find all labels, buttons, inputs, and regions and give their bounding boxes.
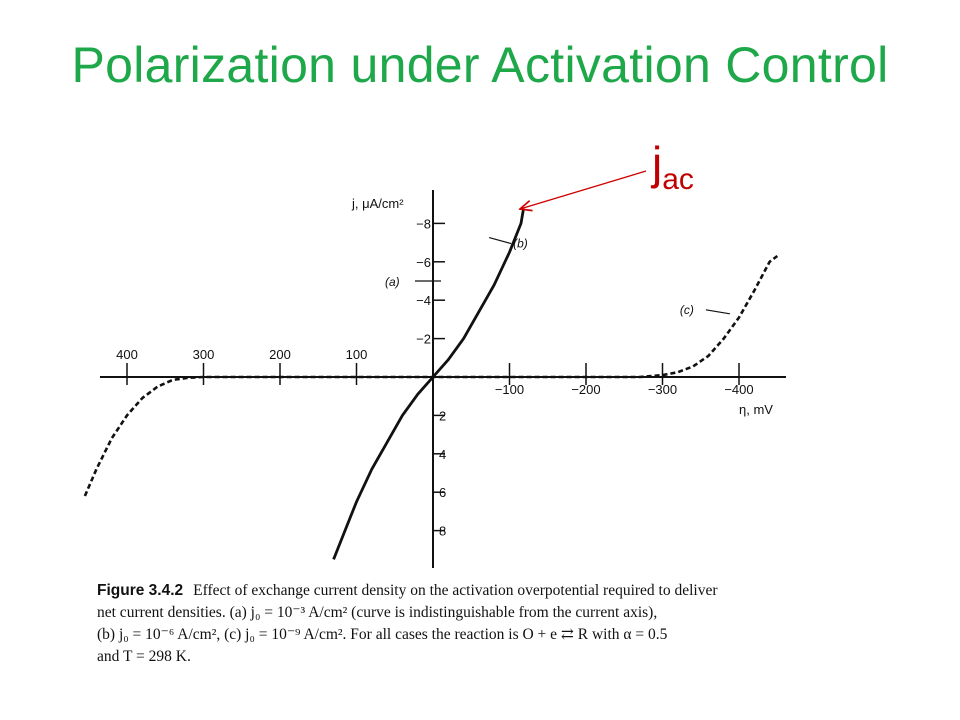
jac-annotation-text: j <box>652 137 663 189</box>
y-axis-label: j, μA/cm² <box>351 196 404 211</box>
caption-head: Figure 3.4.2 <box>97 582 184 599</box>
x-tick-label: −400 <box>724 382 753 397</box>
series-a-label: (a) <box>385 275 400 289</box>
y-tick-label: −6 <box>416 255 431 270</box>
x-tick-label: 400 <box>116 347 138 362</box>
caption-line-2: net current densities. (a) j₀ = 10⁻³ A/c… <box>97 604 658 621</box>
caption-line-3: (b) j₀ = 10⁻⁶ A/cm², (c) j₀ = 10⁻⁹ A/cm²… <box>97 626 668 643</box>
y-tick-label: −4 <box>416 293 431 308</box>
y-tick-label: −2 <box>416 332 431 347</box>
jac-arrow <box>520 170 647 209</box>
y-tick-label: −8 <box>416 216 431 231</box>
jac-annotation: jac <box>652 140 694 195</box>
series-b-label: (b) <box>513 237 528 251</box>
y-tick-label: 8 <box>439 524 446 539</box>
x-tick-label: −100 <box>495 382 524 397</box>
series-c-leader <box>705 309 730 315</box>
y-tick-label: 4 <box>439 447 446 462</box>
x-tick-label: 300 <box>193 347 215 362</box>
y-tick-label: 2 <box>439 408 446 423</box>
x-axis-label: η, mV <box>739 402 773 417</box>
x-tick-label: 200 <box>269 347 291 362</box>
caption-line-1: Figure 3.4.2 Effect of exchange current d… <box>97 580 857 602</box>
ticks: 400 300 200 100 −100 −200 −300 −400 −8 −6 −4 −2 2 4 6 8 <box>116 216 754 538</box>
series-c-label: (c) <box>680 303 694 317</box>
slide-title: Polarization under Activation Control <box>71 37 889 93</box>
figure-caption: Figure 3.4.2 Effect of exchange current d… <box>97 580 857 668</box>
series-b-leader <box>488 237 512 245</box>
x-tick-label: −200 <box>571 382 600 397</box>
series-c-curve <box>83 254 779 497</box>
series <box>83 209 779 560</box>
y-tick-label: 6 <box>439 485 446 500</box>
caption-text-1: Effect of exchange current density on th… <box>193 582 718 599</box>
labels: η, mV j, μA/cm² (a) (b) (c) <box>351 196 773 417</box>
x-tick-label: 100 <box>346 347 368 362</box>
x-tick-label: −300 <box>648 382 677 397</box>
jac-annotation-subscript: ac <box>662 163 694 196</box>
caption-line-4: and T = 298 K. <box>97 648 191 665</box>
